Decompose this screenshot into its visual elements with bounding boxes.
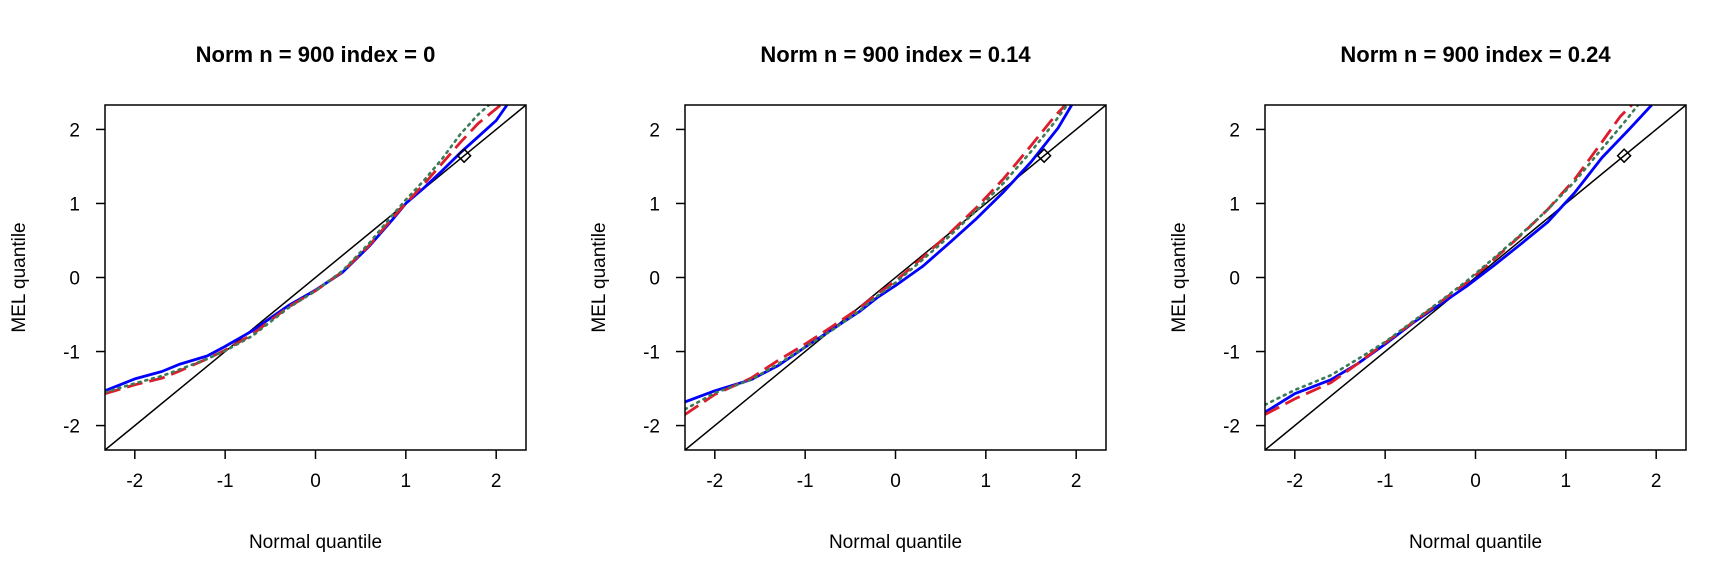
x-tick-label: -1 [1377,471,1394,492]
x-tick-label: 0 [890,471,901,492]
series-line-blue [105,105,509,393]
y-tick-label: -1 [643,343,660,364]
chart-panel-3: Norm n = 900 index = 0.24 Normal quantil… [1169,42,1687,553]
y-tick-label: 2 [1229,120,1240,141]
chart-title: Norm n = 900 index = 0 [196,42,436,67]
x-tick-label: 0 [1470,471,1481,492]
y-tick-label: 1 [69,194,80,215]
series-line-red [105,105,502,396]
chart-panel-1: Norm n = 900 index = 0 Normal quantile M… [9,42,527,553]
x-tick-label: 0 [310,471,321,492]
plot-area [105,105,526,450]
chart-title: Norm n = 900 index = 0.14 [760,42,1031,67]
x-axis-label: Normal quantile [1409,532,1542,553]
x-tick-label: 1 [1561,471,1572,492]
chart-panel-2: Norm n = 900 index = 0.14 Normal quantil… [589,42,1107,553]
series-line-green [1265,105,1640,407]
diamond-marker [456,148,472,164]
y-tick-label: 0 [69,269,80,290]
y-tick-label: 0 [1229,269,1240,290]
plot-area [1265,105,1686,450]
y-tick-label: -2 [63,417,80,438]
x-tick-label: 2 [491,471,502,492]
series-line-green [685,105,1069,411]
x-tick-label: 1 [981,471,992,492]
y-tick-label: -1 [63,343,80,364]
x-tick-label: -2 [1286,471,1303,492]
x-tick-label: -2 [126,471,143,492]
x-tick-label: 2 [1071,471,1082,492]
plot-area [685,105,1106,450]
y-axis-label: MEL quantile [589,222,610,332]
y-tick-label: -2 [1223,417,1240,438]
x-tick-label: -1 [797,471,814,492]
reference-line [105,105,526,450]
y-tick-label: 2 [69,120,80,141]
diamond-marker [1036,148,1052,164]
y-tick-label: 2 [649,120,660,141]
y-tick-label: 1 [1229,194,1240,215]
x-tick-label: 1 [401,471,412,492]
series-line-red [685,105,1067,416]
series-line-blue [685,105,1073,404]
y-tick-label: -2 [643,417,660,438]
reference-line [685,105,1106,450]
diamond-marker [1616,148,1632,164]
y-axis-label: MEL quantile [9,222,30,332]
x-tick-label: 2 [1651,471,1662,492]
reference-line [1265,105,1686,450]
chart-title: Norm n = 900 index = 0.24 [1340,42,1611,67]
series-line-red [1265,105,1633,416]
series-line-green [105,105,491,394]
x-axis-label: Normal quantile [249,532,382,553]
y-axis-label: MEL quantile [1169,222,1190,332]
y-tick-label: -1 [1223,343,1240,364]
x-tick-label: -2 [706,471,723,492]
y-tick-label: 1 [649,194,660,215]
x-axis-label: Normal quantile [829,532,962,553]
series-line-blue [1265,105,1653,414]
x-tick-label: -1 [217,471,234,492]
y-tick-label: 0 [649,269,660,290]
